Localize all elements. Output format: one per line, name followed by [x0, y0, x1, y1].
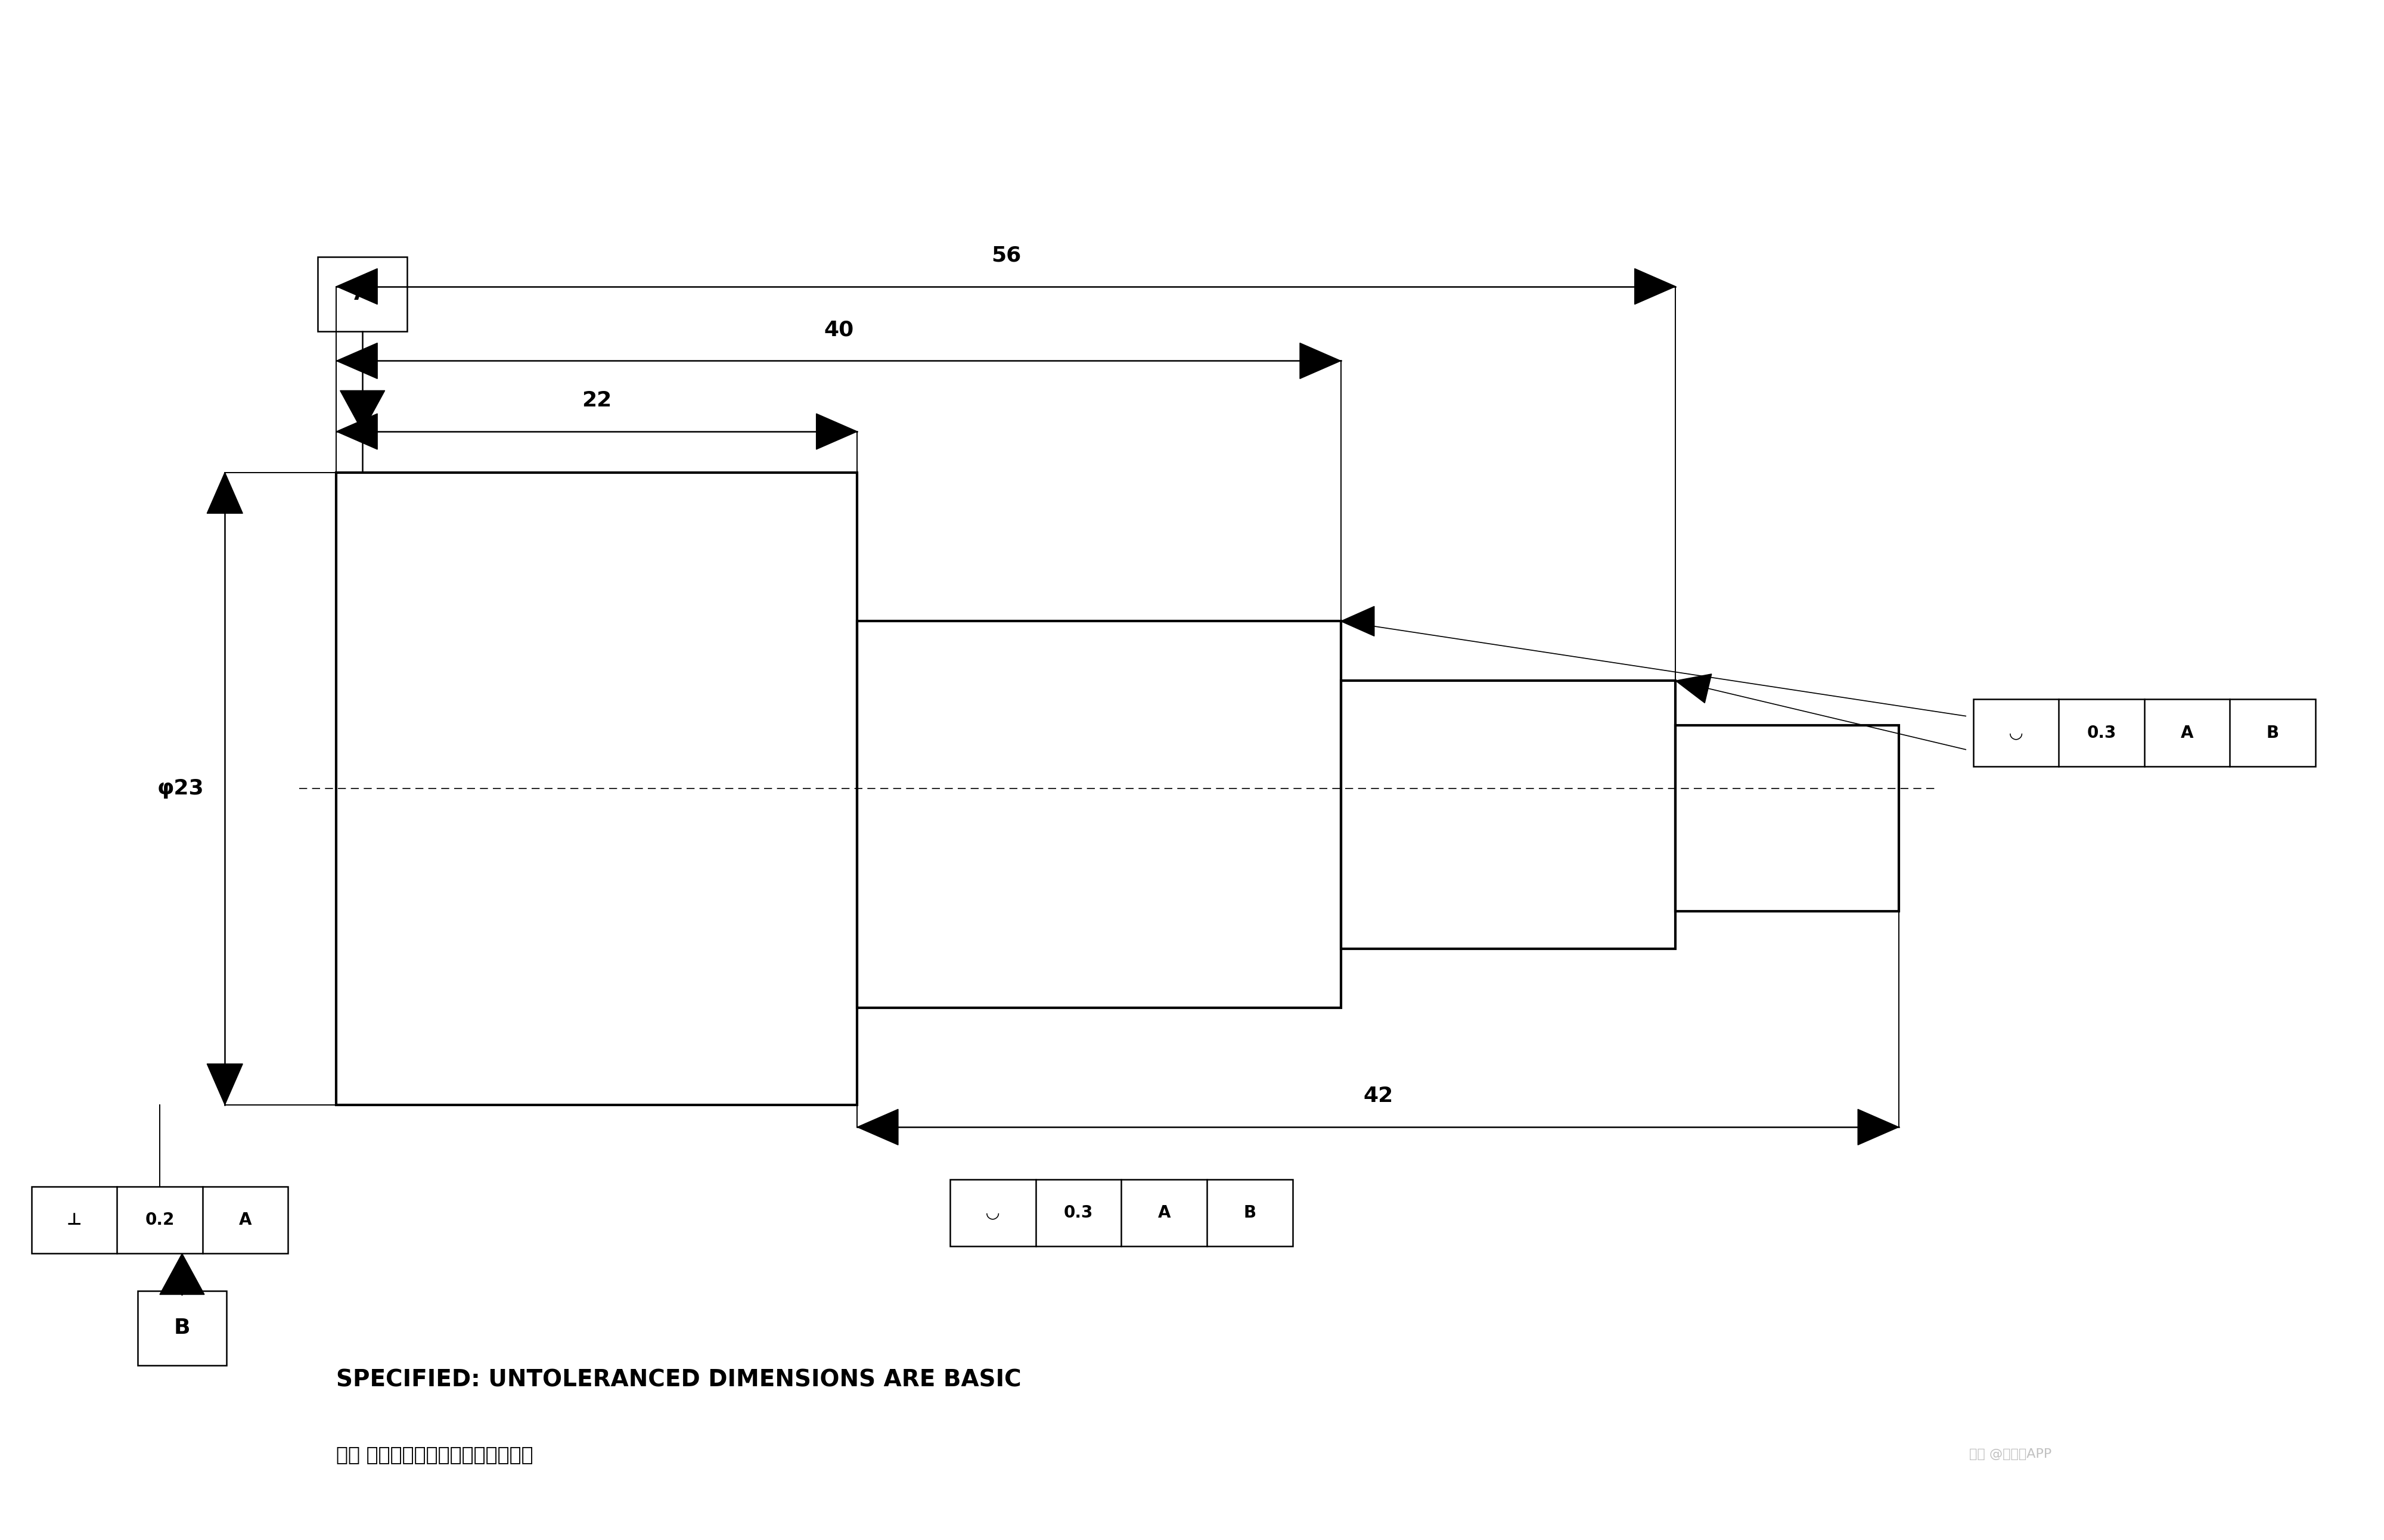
Polygon shape [207, 473, 243, 513]
Text: 0.3: 0.3 [2086, 724, 2117, 741]
Text: 知乎 @工程師APP: 知乎 @工程師APP [1969, 1449, 2053, 1460]
Polygon shape [336, 268, 377, 305]
Polygon shape [1299, 343, 1340, 379]
Polygon shape [1857, 1109, 1898, 1144]
Text: 0.3: 0.3 [1063, 1204, 1094, 1221]
Text: 40: 40 [822, 320, 853, 340]
Polygon shape [341, 391, 384, 431]
Polygon shape [207, 1064, 243, 1104]
Text: ◡: ◡ [987, 1204, 999, 1221]
Text: 22: 22 [582, 391, 613, 411]
Polygon shape [1635, 268, 1676, 305]
Text: 0.2: 0.2 [145, 1212, 174, 1229]
Polygon shape [815, 414, 858, 450]
Text: 56: 56 [992, 245, 1020, 265]
Polygon shape [160, 1254, 205, 1295]
Text: A: A [355, 283, 372, 303]
Text: B: B [1244, 1204, 1256, 1221]
Text: B: B [174, 1318, 191, 1338]
Polygon shape [858, 1109, 899, 1144]
Text: ◡: ◡ [2010, 724, 2022, 741]
Text: B: B [2267, 724, 2279, 741]
Text: SPECIFIED: UNTOLERANCED DIMENSIONS ARE BASIC: SPECIFIED: UNTOLERANCED DIMENSIONS ARE B… [336, 1369, 1023, 1391]
Text: A: A [2181, 724, 2193, 741]
Polygon shape [1676, 675, 1712, 702]
Polygon shape [1340, 607, 1373, 636]
Text: φ23: φ23 [157, 778, 205, 799]
Text: A: A [1159, 1204, 1171, 1221]
Text: 42: 42 [1364, 1086, 1392, 1106]
Text: A: A [238, 1212, 253, 1229]
Text: 注： 未标注公差的尺寸为基本尺廸。: 注： 未标注公差的尺寸为基本尺廸。 [336, 1445, 534, 1465]
Text: ⊥: ⊥ [67, 1212, 81, 1229]
Polygon shape [336, 414, 377, 450]
Polygon shape [336, 343, 377, 379]
